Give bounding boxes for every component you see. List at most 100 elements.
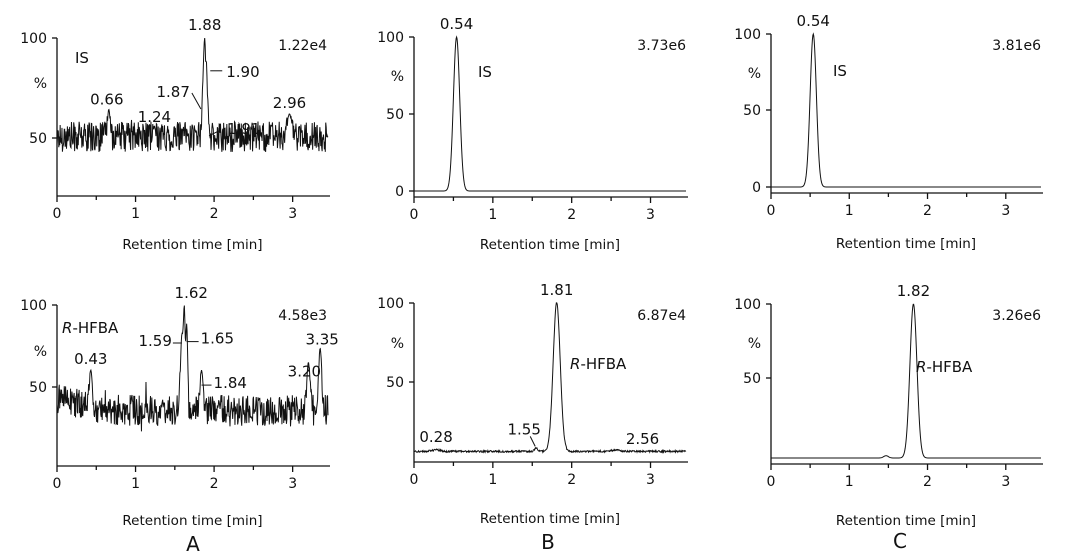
x-tick-label: 1	[131, 206, 140, 222]
y-tick-label: 100	[20, 298, 47, 314]
chromatogram-panel-b-is: 0 1 2 3 100% 50 0 0.54 IS 3.73e6 Retention time [m…	[377, 15, 688, 253]
intensity-label: 3.81e6	[992, 38, 1041, 54]
peak-retention-label: 1.62	[175, 284, 208, 302]
y-tick-label: 50	[386, 375, 404, 391]
peak-retention-label: 1.59	[138, 332, 171, 350]
x-axis-title: Retention time [min]	[122, 237, 262, 253]
x-tick-label: 3	[646, 472, 655, 488]
y-tick-label: %	[34, 344, 47, 360]
x-tick-label: 1	[845, 474, 854, 490]
x-tick-label: 2	[923, 203, 932, 219]
chromatogram-panel-a-is: 0 1 2 3 100% 50 1.88 1.87 1.90 1.91 0.66 1.24 2.96 IS…	[20, 16, 330, 253]
peak-retention-label: 1.55	[507, 420, 540, 438]
x-tick-label: 3	[1001, 203, 1010, 219]
intensity-label: 6.87e4	[637, 308, 686, 324]
chromatogram-panel-c-is: 0 1 2 3 100% 50 0 0.54 IS 3.81e6 Retention time [m…	[734, 12, 1043, 252]
peak-retention-label: 0.66	[90, 90, 123, 108]
panel-label-a: A	[186, 532, 200, 556]
peak-leader-line	[529, 436, 536, 447]
chromatogram-trace	[414, 35, 686, 192]
compound-label: IS	[75, 49, 89, 67]
x-tick-label: 1	[131, 476, 140, 492]
chromatogram-panel-a-r-hfba: 0 1 2 3 100% 50 1.62 0.43 1.59 1.65 1.84 3.20 3.35 R-…	[20, 284, 339, 529]
x-axis-title: Retention time [min]	[480, 511, 620, 527]
x-tick-label: 2	[210, 206, 219, 222]
intensity-label: 3.26e6	[992, 308, 1041, 324]
x-tick-label: 0	[410, 472, 419, 488]
peak-retention-label: 1.90	[226, 63, 259, 81]
x-tick-label: 3	[288, 476, 297, 492]
y-tick-label: %	[391, 69, 404, 85]
x-tick-label: 1	[488, 207, 497, 223]
y-tick-label: 100	[734, 297, 761, 313]
y-tick-label: 50	[743, 103, 761, 119]
intensity-label: 4.58e3	[278, 308, 327, 324]
y-tick-label: 50	[386, 107, 404, 123]
x-tick-label: 0	[767, 203, 776, 219]
y-tick-label: 50	[29, 131, 47, 147]
x-axis-title: Retention time [min]	[836, 513, 976, 529]
intensity-label: 3.73e6	[637, 38, 686, 54]
x-tick-label: 1	[488, 472, 497, 488]
peak-retention-label: 3.35	[305, 330, 338, 348]
x-tick-label: 3	[288, 206, 297, 222]
x-tick-label: 0	[410, 207, 419, 223]
y-tick-label: %	[391, 336, 404, 352]
x-tick-label: 3	[646, 207, 655, 223]
peak-retention-label: 1.87	[156, 83, 189, 101]
peak-retention-label: 1.82	[897, 282, 930, 300]
y-tick-label: 100	[377, 296, 404, 312]
peak-retention-label: 1.91	[227, 120, 260, 138]
panel-label-c: C	[893, 529, 907, 553]
y-tick-label: 100	[734, 27, 761, 43]
peak-retention-label: 1.88	[188, 16, 221, 34]
y-tick-label: 50	[743, 371, 761, 387]
peak-retention-label: 1.81	[540, 281, 573, 299]
x-tick-label: 3	[1001, 474, 1010, 490]
x-axis-title: Retention time [min]	[122, 513, 262, 529]
x-tick-label: 0	[53, 206, 62, 222]
peak-leader-line	[208, 129, 222, 137]
peak-retention-label: 2.56	[626, 430, 659, 448]
x-tick-label: 1	[845, 203, 854, 219]
y-tick-label: 0	[752, 180, 761, 196]
y-tick-label: 100	[20, 31, 47, 47]
peak-retention-label: 1.84	[214, 374, 247, 392]
y-tick-label: 100	[377, 30, 404, 46]
x-axis-title: Retention time [min]	[480, 237, 620, 253]
peak-retention-label: 0.28	[419, 428, 452, 446]
peak-retention-label: 2.96	[273, 94, 306, 112]
x-axis-title: Retention time [min]	[836, 236, 976, 252]
compound-label: IS	[833, 62, 847, 80]
chromatogram-trace	[56, 37, 329, 153]
x-tick-label: 2	[923, 474, 932, 490]
y-tick-label: %	[748, 66, 761, 82]
peak-retention-label: 0.54	[797, 12, 830, 30]
compound-label: R-HFBA	[916, 358, 973, 376]
y-tick-label: %	[34, 76, 47, 92]
x-tick-label: 2	[567, 472, 576, 488]
chromatogram-trace	[56, 305, 329, 432]
compound-label: R-HFBA	[570, 355, 627, 373]
chromatogram-trace	[771, 303, 1041, 459]
peak-retention-label: 0.54	[440, 15, 473, 33]
peak-retention-label: 1.65	[201, 330, 234, 348]
x-tick-label: 0	[53, 476, 62, 492]
compound-label: IS	[478, 63, 492, 81]
intensity-label: 1.22e4	[278, 38, 327, 54]
chromatogram-trace	[771, 32, 1041, 188]
peak-retention-label: 0.43	[74, 350, 107, 368]
chromatogram-panel-c-r-hfba: 0 1 2 3 100% 50 1.82 R-HFBA 3.26e6 Retention time…	[734, 282, 1043, 529]
y-tick-label: 0	[395, 184, 404, 200]
panel-label-b: B	[541, 530, 555, 554]
y-tick-label: 50	[29, 380, 47, 396]
x-tick-label: 0	[767, 474, 776, 490]
chromatogram-trace	[413, 302, 687, 454]
compound-label: R-HFBA	[62, 319, 119, 337]
peak-retention-label: 1.24	[138, 108, 171, 126]
peak-leader-line	[191, 92, 202, 110]
y-tick-label: %	[748, 336, 761, 352]
x-tick-label: 2	[210, 476, 219, 492]
x-tick-label: 2	[567, 207, 576, 223]
